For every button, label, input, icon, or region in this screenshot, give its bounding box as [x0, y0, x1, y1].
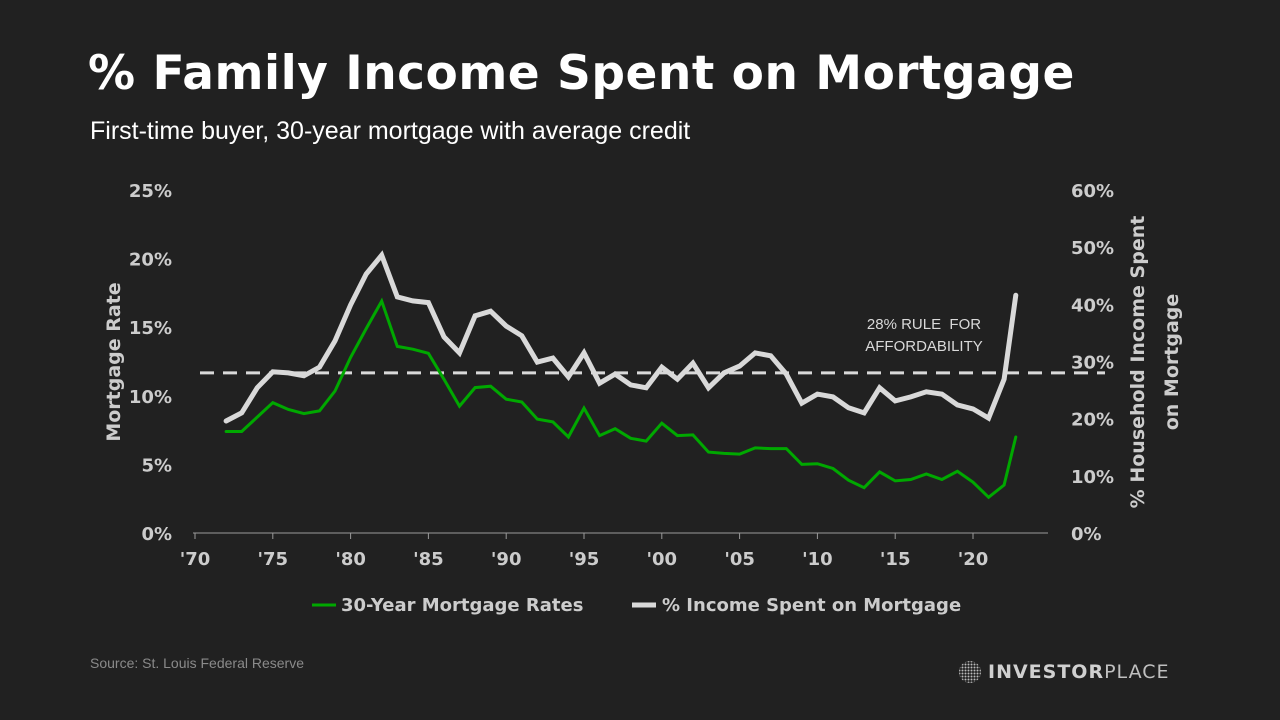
left-y-tick-label: 15%: [129, 318, 172, 339]
right-y-tick-label: 50%: [1071, 238, 1114, 259]
left-y-tick-label: 10%: [129, 387, 172, 408]
logo-text-bold: INVESTOR: [988, 661, 1105, 683]
axes: '70 '75 '80 '85 '90 '95 '00 '05 '10 '15 '20 0% 5% 10%…: [129, 181, 1114, 570]
legend: 30-Year Mortgage Rates % Income Spent on…: [312, 595, 961, 616]
globe-icon: [959, 661, 981, 683]
chart-marks: [200, 250, 1105, 500]
mortgage-rate-line: [224, 297, 1018, 500]
source-note: Source: St. Louis Federal Reserve: [90, 655, 304, 671]
right-y-tick-label: 20%: [1071, 410, 1114, 431]
logo-text-light: PLACE: [1104, 661, 1170, 683]
x-tick-label: '75: [258, 549, 289, 570]
legend-label-mortgage-rate: 30-Year Mortgage Rates: [341, 595, 583, 616]
right-y-tick-label: 0%: [1071, 524, 1102, 545]
left-y-tick-label: 5%: [141, 455, 172, 476]
reference-annotation-line1: 28% RULE FOR: [867, 316, 981, 333]
x-tick-label: '80: [335, 549, 366, 570]
x-tick-label: '00: [647, 549, 678, 570]
left-y-tick-label: 25%: [129, 181, 172, 202]
investorplace-logo: INVESTORPLACE: [958, 660, 1170, 684]
x-tick-label: '20: [958, 549, 989, 570]
page-title: % Family Income Spent on Mortgage: [88, 46, 1075, 101]
income-share-line: [223, 250, 1019, 424]
legend-label-income-share: % Income Spent on Mortgage: [662, 595, 961, 616]
x-tick-label: '95: [569, 549, 600, 570]
left-y-tick-label: 0%: [141, 524, 172, 545]
x-tick-label: '85: [413, 549, 444, 570]
right-y-tick-label: 30%: [1071, 353, 1114, 374]
reference-annotation-line2: AFFORDABILITY: [865, 338, 983, 355]
x-tick-label: '05: [724, 549, 755, 570]
right-y-tick-label: 60%: [1071, 181, 1114, 202]
left-axis-label: Mortgage Rate: [103, 282, 125, 441]
right-y-tick-label: 10%: [1071, 467, 1114, 488]
right-axis-label-line1: % Household Income Spent: [1127, 216, 1149, 509]
right-axis-label-line2: on Mortgage: [1161, 294, 1183, 431]
left-y-tick-label: 20%: [129, 250, 172, 271]
x-tick-label: '10: [802, 549, 833, 570]
x-tick-label: '70: [180, 549, 211, 570]
x-tick-label: '90: [491, 549, 522, 570]
x-tick-label: '15: [880, 549, 911, 570]
page-subtitle: First-time buyer, 30-year mortgage with …: [90, 117, 691, 145]
right-y-tick-label: 40%: [1071, 295, 1114, 316]
